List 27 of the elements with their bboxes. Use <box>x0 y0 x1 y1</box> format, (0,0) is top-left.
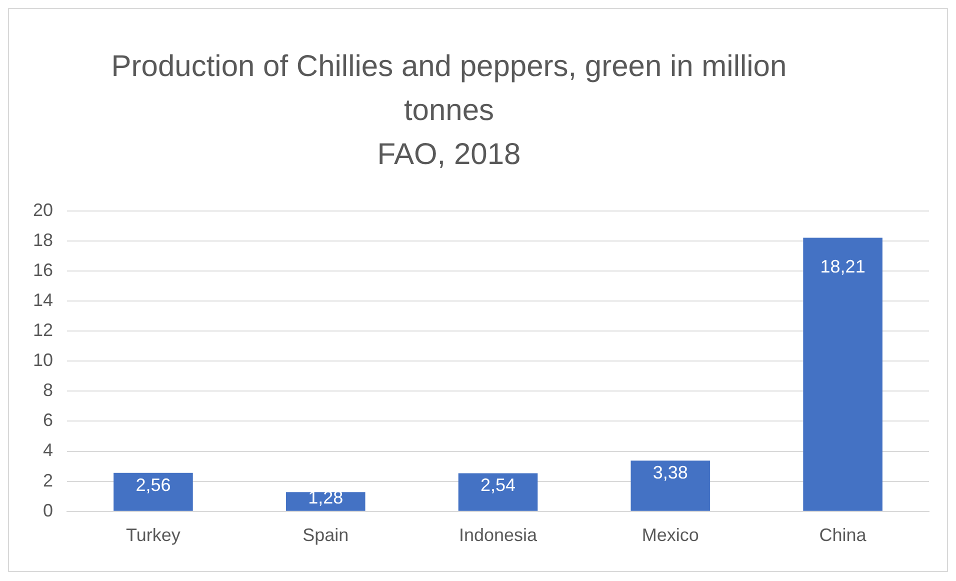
y-tick-label: 6 <box>43 410 54 430</box>
y-tick-label: 2 <box>43 470 54 490</box>
y-tick-label: 0 <box>43 500 54 520</box>
y-tick-label: 20 <box>32 200 54 220</box>
bar <box>630 460 710 511</box>
data-label: 3,38 <box>652 462 688 483</box>
x-tick-label: Spain <box>302 525 349 546</box>
x-tick-label: Mexico <box>642 525 699 546</box>
chart-subtitle: FAO, 2018 <box>376 137 522 173</box>
y-tick-label: 18 <box>32 230 54 250</box>
x-tick-label: Turkey <box>126 525 180 546</box>
data-label: 18,21 <box>820 256 866 277</box>
y-tick-label: 12 <box>32 320 54 340</box>
data-label: 2,56 <box>136 474 171 495</box>
y-tick-label: 14 <box>32 290 54 310</box>
bar <box>286 492 366 511</box>
bar <box>114 472 193 511</box>
y-tick-label: 4 <box>43 440 54 460</box>
x-tick-label: China <box>819 525 868 546</box>
y-tick-label: 16 <box>32 260 54 280</box>
chart-title: Production of Chillies and peppers, green in million tonnes <box>110 49 788 129</box>
bar <box>458 473 538 511</box>
x-tick-label: Indonesia <box>458 525 538 546</box>
bar <box>803 238 882 511</box>
y-tick-label: 10 <box>32 350 54 370</box>
y-tick-label: 8 <box>43 380 54 400</box>
data-label: 2,54 <box>480 475 516 496</box>
